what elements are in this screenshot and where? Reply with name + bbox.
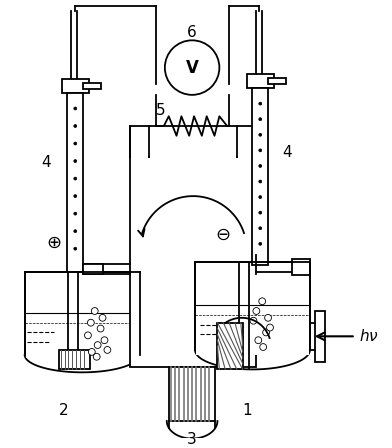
Text: 6: 6 bbox=[187, 25, 197, 40]
Circle shape bbox=[259, 149, 262, 152]
Bar bbox=[315, 311, 325, 362]
Bar bbox=[131, 127, 148, 158]
Circle shape bbox=[74, 107, 77, 110]
Bar bbox=[67, 93, 83, 273]
Bar bbox=[268, 78, 286, 84]
Circle shape bbox=[267, 324, 273, 331]
Circle shape bbox=[74, 177, 77, 180]
Text: $\ominus$: $\ominus$ bbox=[214, 226, 230, 244]
Circle shape bbox=[104, 347, 111, 353]
Circle shape bbox=[94, 342, 101, 349]
Circle shape bbox=[259, 118, 262, 121]
Text: $h\nu$: $h\nu$ bbox=[359, 328, 378, 345]
Bar bbox=[130, 126, 256, 367]
Circle shape bbox=[259, 298, 266, 305]
Bar bbox=[238, 127, 256, 158]
Circle shape bbox=[259, 196, 262, 198]
Circle shape bbox=[89, 349, 95, 355]
Text: 4: 4 bbox=[41, 155, 51, 169]
Circle shape bbox=[91, 308, 98, 314]
Text: V: V bbox=[186, 59, 198, 77]
Circle shape bbox=[253, 308, 260, 314]
Bar bbox=[218, 323, 243, 370]
Circle shape bbox=[259, 164, 262, 168]
Circle shape bbox=[74, 247, 77, 250]
Bar bbox=[196, 347, 309, 355]
Circle shape bbox=[259, 211, 262, 214]
Bar bbox=[292, 259, 310, 275]
Bar bbox=[59, 350, 90, 370]
Text: 3: 3 bbox=[187, 432, 197, 447]
Bar bbox=[83, 83, 101, 89]
Circle shape bbox=[87, 319, 94, 326]
Circle shape bbox=[255, 337, 262, 344]
Circle shape bbox=[260, 344, 267, 350]
Circle shape bbox=[259, 227, 262, 230]
Circle shape bbox=[85, 332, 91, 339]
Circle shape bbox=[259, 102, 262, 105]
Text: $\oplus$: $\oplus$ bbox=[46, 234, 62, 252]
Circle shape bbox=[265, 314, 271, 321]
Text: 5: 5 bbox=[156, 103, 166, 118]
Circle shape bbox=[250, 317, 257, 324]
Circle shape bbox=[99, 314, 106, 321]
Bar bbox=[62, 79, 89, 93]
Circle shape bbox=[165, 40, 220, 95]
Circle shape bbox=[97, 325, 104, 332]
Circle shape bbox=[259, 180, 262, 183]
Bar bbox=[195, 263, 310, 350]
Bar bbox=[83, 264, 103, 274]
Circle shape bbox=[263, 329, 270, 336]
Circle shape bbox=[74, 142, 77, 145]
Circle shape bbox=[74, 212, 77, 215]
Text: 2: 2 bbox=[59, 403, 68, 418]
Circle shape bbox=[93, 353, 100, 360]
Text: 1: 1 bbox=[242, 403, 251, 418]
Bar bbox=[25, 272, 140, 355]
Circle shape bbox=[74, 125, 77, 128]
Circle shape bbox=[259, 134, 262, 136]
Bar bbox=[169, 367, 216, 421]
Circle shape bbox=[101, 337, 108, 344]
Bar bbox=[252, 88, 268, 265]
Circle shape bbox=[74, 230, 77, 233]
Circle shape bbox=[74, 194, 77, 198]
Circle shape bbox=[74, 159, 77, 163]
Text: 4: 4 bbox=[283, 145, 292, 160]
Circle shape bbox=[259, 242, 262, 246]
Bar bbox=[247, 74, 274, 88]
Bar bbox=[25, 352, 138, 358]
